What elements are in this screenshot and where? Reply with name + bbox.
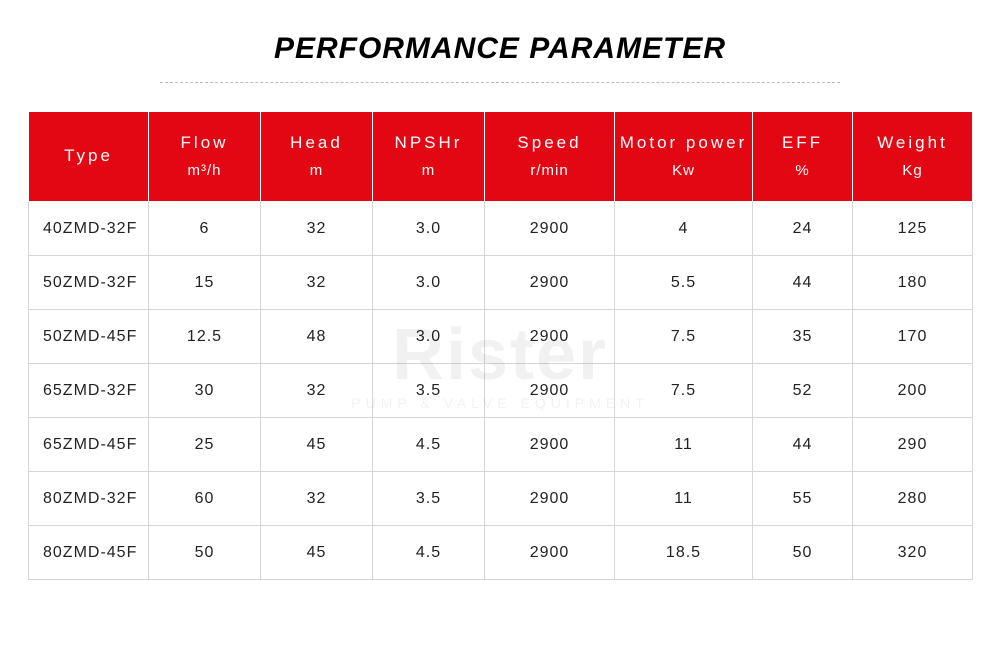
- title-divider: [160, 82, 840, 83]
- table-body: 40ZMD-32F 6 32 3.0 2900 4 24 125 50ZMD-3…: [29, 202, 973, 580]
- cell-speed: 2900: [485, 310, 615, 364]
- col-header-label: Motor power: [615, 129, 752, 158]
- cell-type: 65ZMD-32F: [29, 364, 149, 418]
- cell-eff: 44: [753, 418, 853, 472]
- col-header-speed: Speed r/min: [485, 112, 615, 202]
- cell-flow: 6: [149, 202, 261, 256]
- col-header-label: Head: [261, 129, 372, 158]
- col-header-sub: m: [373, 158, 484, 184]
- table-row: 50ZMD-45F 12.5 48 3.0 2900 7.5 35 170: [29, 310, 973, 364]
- cell-weight: 320: [853, 526, 973, 580]
- cell-head: 45: [261, 526, 373, 580]
- cell-type: 50ZMD-32F: [29, 256, 149, 310]
- cell-motor: 4: [615, 202, 753, 256]
- cell-npshr: 3.5: [373, 472, 485, 526]
- table-row: 80ZMD-32F 60 32 3.5 2900 11 55 280: [29, 472, 973, 526]
- parameter-table-container: Type Flow m³/h Head m NPSHr m Speed r: [0, 111, 1000, 580]
- cell-flow: 30: [149, 364, 261, 418]
- col-header-motor-power: Motor power Kw: [615, 112, 753, 202]
- col-header-label: NPSHr: [373, 129, 484, 158]
- cell-weight: 200: [853, 364, 973, 418]
- cell-flow: 12.5: [149, 310, 261, 364]
- cell-weight: 180: [853, 256, 973, 310]
- cell-head: 45: [261, 418, 373, 472]
- cell-flow: 15: [149, 256, 261, 310]
- cell-speed: 2900: [485, 418, 615, 472]
- cell-weight: 170: [853, 310, 973, 364]
- table-row: 40ZMD-32F 6 32 3.0 2900 4 24 125: [29, 202, 973, 256]
- page-title: PERFORMANCE PARAMETER: [0, 0, 1000, 82]
- col-header-sub: m: [261, 158, 372, 184]
- cell-npshr: 3.5: [373, 364, 485, 418]
- cell-speed: 2900: [485, 364, 615, 418]
- table-header-row: Type Flow m³/h Head m NPSHr m Speed r: [29, 112, 973, 202]
- table-row: 65ZMD-45F 25 45 4.5 2900 11 44 290: [29, 418, 973, 472]
- cell-eff: 55: [753, 472, 853, 526]
- cell-flow: 25: [149, 418, 261, 472]
- col-header-label: Speed: [485, 129, 614, 158]
- col-header-eff: EFF %: [753, 112, 853, 202]
- cell-eff: 44: [753, 256, 853, 310]
- table-row: 50ZMD-32F 15 32 3.0 2900 5.5 44 180: [29, 256, 973, 310]
- cell-type: 65ZMD-45F: [29, 418, 149, 472]
- cell-eff: 35: [753, 310, 853, 364]
- col-header-weight: Weight Kg: [853, 112, 973, 202]
- col-header-label: Type: [29, 142, 148, 171]
- cell-motor: 5.5: [615, 256, 753, 310]
- col-header-flow: Flow m³/h: [149, 112, 261, 202]
- cell-head: 32: [261, 256, 373, 310]
- col-header-sub: r/min: [485, 158, 614, 184]
- col-header-sub: %: [753, 158, 852, 184]
- cell-npshr: 3.0: [373, 202, 485, 256]
- cell-speed: 2900: [485, 256, 615, 310]
- cell-eff: 52: [753, 364, 853, 418]
- cell-type: 80ZMD-32F: [29, 472, 149, 526]
- table-row: 65ZMD-32F 30 32 3.5 2900 7.5 52 200: [29, 364, 973, 418]
- cell-weight: 125: [853, 202, 973, 256]
- cell-npshr: 4.5: [373, 418, 485, 472]
- cell-speed: 2900: [485, 472, 615, 526]
- cell-head: 48: [261, 310, 373, 364]
- cell-motor: 7.5: [615, 310, 753, 364]
- col-header-label: Weight: [853, 129, 972, 158]
- cell-flow: 60: [149, 472, 261, 526]
- cell-npshr: 4.5: [373, 526, 485, 580]
- col-header-sub: Kw: [615, 158, 752, 184]
- col-header-label: EFF: [753, 129, 852, 158]
- col-header-sub: m³/h: [149, 158, 260, 184]
- table-row: 80ZMD-45F 50 45 4.5 2900 18.5 50 320: [29, 526, 973, 580]
- cell-type: 40ZMD-32F: [29, 202, 149, 256]
- cell-motor: 11: [615, 418, 753, 472]
- cell-head: 32: [261, 364, 373, 418]
- col-header-sub: Kg: [853, 158, 972, 184]
- cell-head: 32: [261, 202, 373, 256]
- parameter-table: Type Flow m³/h Head m NPSHr m Speed r: [28, 111, 973, 580]
- cell-head: 32: [261, 472, 373, 526]
- cell-npshr: 3.0: [373, 256, 485, 310]
- col-header-label: Flow: [149, 129, 260, 158]
- col-header-npshr: NPSHr m: [373, 112, 485, 202]
- cell-speed: 2900: [485, 202, 615, 256]
- cell-motor: 11: [615, 472, 753, 526]
- cell-eff: 24: [753, 202, 853, 256]
- cell-type: 80ZMD-45F: [29, 526, 149, 580]
- col-header-type: Type: [29, 112, 149, 202]
- cell-type: 50ZMD-45F: [29, 310, 149, 364]
- cell-weight: 280: [853, 472, 973, 526]
- cell-weight: 290: [853, 418, 973, 472]
- cell-motor: 18.5: [615, 526, 753, 580]
- cell-motor: 7.5: [615, 364, 753, 418]
- cell-eff: 50: [753, 526, 853, 580]
- cell-npshr: 3.0: [373, 310, 485, 364]
- cell-speed: 2900: [485, 526, 615, 580]
- col-header-head: Head m: [261, 112, 373, 202]
- cell-flow: 50: [149, 526, 261, 580]
